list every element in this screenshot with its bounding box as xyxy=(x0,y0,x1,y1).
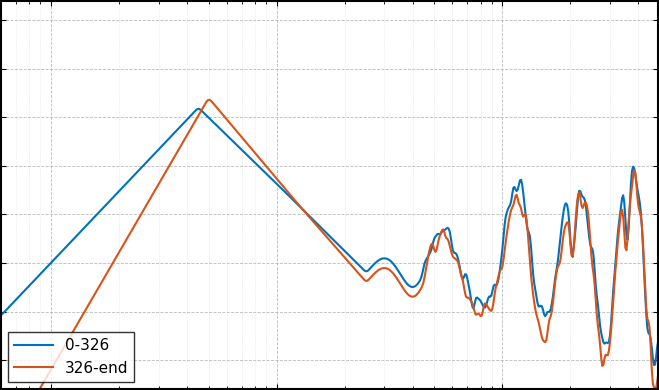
0-326 xyxy=(493,282,501,287)
326-end xyxy=(386,268,393,272)
0-326 xyxy=(0,312,5,317)
326-end xyxy=(295,203,303,208)
326-end xyxy=(206,98,214,102)
0-326 xyxy=(386,258,393,262)
0-326 xyxy=(194,106,202,111)
326-end xyxy=(113,254,121,258)
0-326 xyxy=(113,191,121,195)
0-326 xyxy=(650,363,658,367)
0-326 xyxy=(654,338,659,343)
Line: 0-326: 0-326 xyxy=(1,109,658,365)
0-326 xyxy=(295,204,303,208)
Line: 326-end: 326-end xyxy=(1,100,658,390)
326-end xyxy=(654,371,659,376)
Legend: 0-326, 326-end: 0-326, 326-end xyxy=(9,332,134,382)
326-end xyxy=(493,280,501,285)
0-326 xyxy=(166,135,174,140)
326-end xyxy=(166,163,174,167)
0-326 xyxy=(437,231,445,236)
326-end xyxy=(437,230,445,235)
